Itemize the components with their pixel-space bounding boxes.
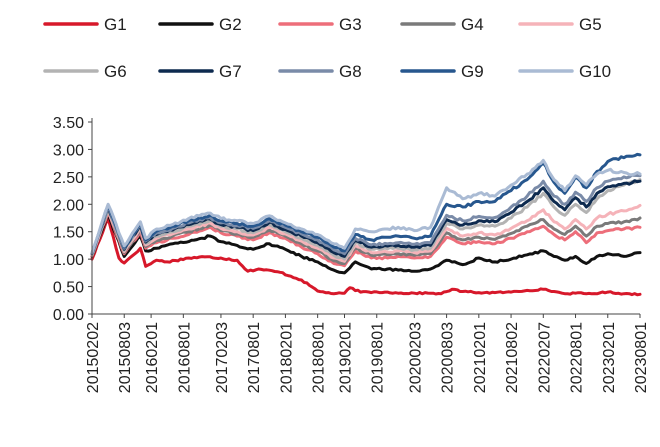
x-tick-label: 20220207 [536,322,553,393]
x-tick-label: 20180201 [278,322,295,393]
y-tick-label: 0.50 [53,280,84,297]
y-tick-label: 3.50 [53,115,84,132]
x-tick-label: 20160201 [144,322,161,393]
legend-item-g4: G4 [400,15,484,34]
legend: G1 G2 G3 G4 G5 G6 G7 G8 G9 G10 [43,15,611,81]
series-line-g7 [90,179,642,258]
x-tick-label: 20190201 [338,322,355,393]
legend-item-g5: G5 [518,15,602,34]
legend-item-g6: G6 [43,62,127,81]
y-tick-label: 1.50 [53,225,84,242]
legend-item-g10: G10 [518,62,611,81]
legend-item-g3: G3 [278,15,362,34]
x-tick-label: 20190801 [370,322,387,393]
series-line-g3 [90,210,642,268]
x-tick-label: 20150202 [85,322,102,393]
x-tick-label: 20200803 [440,322,457,393]
x-tick-label: 20230201 [601,322,618,393]
y-tick-label: 1.00 [53,252,84,269]
series-line-g5 [90,203,642,263]
series-line-g1 [90,216,642,297]
y-tick-label: 0.00 [53,307,84,324]
series-line-g8 [90,173,642,256]
y-tick-label: 2.00 [53,197,84,214]
legend-label: G8 [339,62,362,81]
x-tick-label: 20210201 [472,322,489,393]
legend-label: G2 [219,15,242,34]
legend-item-g1: G1 [43,15,127,34]
legend-label: G1 [104,15,127,34]
x-tick-label: 20180801 [311,322,328,393]
legend-item-g8: G8 [278,62,362,81]
x-tick-label: 20170203 [214,322,231,393]
legend-label: G6 [104,62,127,81]
series-line-g4 [90,209,642,265]
legend-label: G4 [461,15,484,34]
x-tick-label: 20210802 [504,322,521,393]
series-group [90,152,642,297]
legend-item-g2: G2 [158,15,242,34]
x-tick-label: 20220801 [569,322,586,393]
series-line-g10 [90,158,642,255]
x-tick-label: 20150803 [117,322,134,393]
x-tick-label: 20160801 [176,322,193,393]
legend-label: G9 [461,62,484,81]
x-tick-label: 20200203 [407,322,424,393]
legend-label: G10 [579,62,611,81]
x-tick-label: 20170801 [246,322,263,393]
y-tick-label: 2.50 [53,170,84,187]
legend-item-g9: G9 [400,62,484,81]
legend-label: G5 [579,15,602,34]
axes: 0.00 0.50 1.00 1.50 2.00 2.50 3.00 3.50 20150202… [53,115,650,393]
x-tick-label: 20230801 [633,322,650,393]
legend-item-g7: G7 [158,62,242,81]
legend-label: G3 [339,15,362,34]
series-line-g2 [90,212,642,275]
legend-label: G7 [219,62,242,81]
y-tick-label: 3.00 [53,142,84,159]
